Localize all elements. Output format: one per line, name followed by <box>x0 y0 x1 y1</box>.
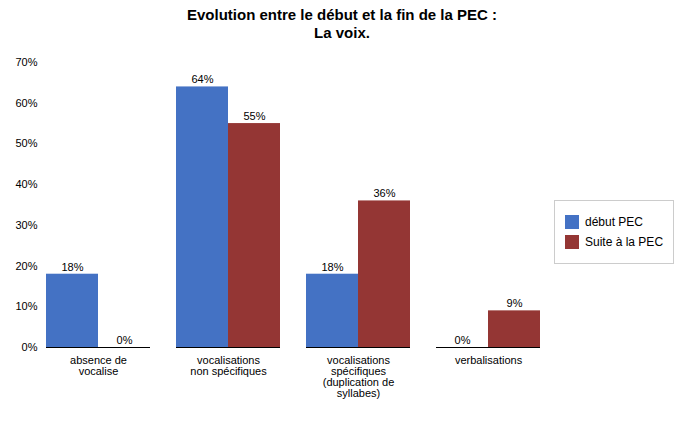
svg-text:40%: 40% <box>15 178 37 190</box>
svg-text:18%: 18% <box>321 261 343 273</box>
html-text:Suite à la PEC: Suite à la PEC <box>585 235 663 249</box>
svg-text:9%: 9% <box>507 297 523 309</box>
svg-text:vocalisationsspécifiques(dupli: vocalisationsspécifiques(duplication des… <box>323 354 395 399</box>
html-text:Evolution entre le début et la: Evolution entre le début et la fin de la… <box>187 6 497 41</box>
svg-text:vocalisationsnon spécifiques: vocalisationsnon spécifiques <box>190 354 267 377</box>
svg-text:absence devocalise: absence devocalise <box>70 354 127 377</box>
svg-text:10%: 10% <box>15 300 37 312</box>
svg-text:36%: 36% <box>373 187 395 199</box>
svg-text:64%: 64% <box>191 73 213 85</box>
html-text:début PEC: début PEC <box>585 215 643 229</box>
svg-text:0%: 0% <box>117 334 133 346</box>
svg-text:0%: 0% <box>22 341 38 353</box>
svg-text:50%: 50% <box>15 137 37 149</box>
svg-text:60%: 60% <box>15 97 37 109</box>
svg-text:30%: 30% <box>15 219 37 231</box>
svg-text:70%: 70% <box>15 56 37 68</box>
svg-text:55%: 55% <box>243 110 265 122</box>
svg-text:20%: 20% <box>15 260 37 272</box>
svg-text:verbalisations: verbalisations <box>455 354 523 366</box>
svg-text:18%: 18% <box>61 261 83 273</box>
svg-text:0%: 0% <box>455 334 471 346</box>
